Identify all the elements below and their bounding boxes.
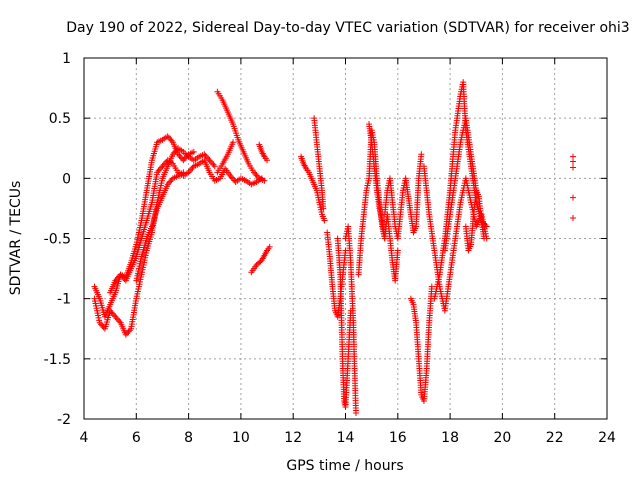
data-point [180,157,187,164]
x-tick-label: 12 [284,430,302,446]
data-point [570,215,577,222]
x-tick-label: 22 [546,430,564,446]
data-point [261,177,268,184]
data-point [483,223,490,230]
data-point [210,161,217,168]
x-tick-label: 8 [184,430,193,446]
data-point [228,174,235,181]
data-point [230,139,237,146]
x-tick-label: 18 [441,430,459,446]
data-point [266,243,273,250]
data-point [188,166,195,173]
data-point [202,152,209,159]
data-point [165,134,172,141]
data-point [264,157,271,164]
data-point [205,155,212,162]
data-point [112,313,119,320]
data-point [180,169,187,176]
y-tick-label: 0.5 [49,111,71,127]
data-point [428,283,435,290]
axis-ticks [83,57,608,420]
y-tick-labels: 1 0.5 0 -0.5 -1 -1.5 -2 [44,51,71,428]
data-point [209,160,216,167]
data-point [211,163,218,170]
data-point [125,328,132,335]
x-tick-label: 10 [232,430,250,446]
data-point [167,178,174,185]
data-point [352,409,359,416]
data-points [91,79,577,416]
data-point [321,217,328,224]
y-tick-label: -0.5 [44,232,71,248]
data-point [186,167,193,174]
x-tick-label: 24 [598,430,616,446]
y-tick-label: 0 [62,171,71,187]
x-tick-label: 20 [493,430,511,446]
data-point [320,205,327,212]
y-tick-label: -1.5 [44,352,71,368]
data-point [253,172,260,179]
y-tick-label: -2 [57,412,71,428]
data-point [481,235,488,242]
data-point [570,158,577,165]
data-point [570,164,577,171]
data-point [99,322,106,329]
data-point [156,166,163,173]
x-tick-label: 16 [389,430,407,446]
data-point [252,170,259,177]
data-point [113,315,120,322]
data-point [570,194,577,201]
y-tick-label: -1 [57,292,71,308]
data-point [418,151,425,158]
data-point [190,148,197,155]
x-tick-label: 4 [80,430,89,446]
x-tick-label: 14 [337,430,355,446]
y-tick-label: 1 [62,51,71,67]
data-point [114,316,121,323]
y-axis-label: SDTVAR / TECUs [8,181,24,296]
x-tick-labels: 4 6 8 10 12 14 16 18 20 22 24 [80,430,616,446]
data-point [160,161,167,168]
chart-title: Day 190 of 2022, Sidereal Day-to-day VTE… [66,20,629,36]
data-point [177,154,184,161]
data-point [109,310,116,317]
data-point [394,247,401,254]
data-point [381,235,388,242]
x-tick-label: 6 [132,430,141,446]
x-axis-label: GPS time / hours [286,458,403,474]
